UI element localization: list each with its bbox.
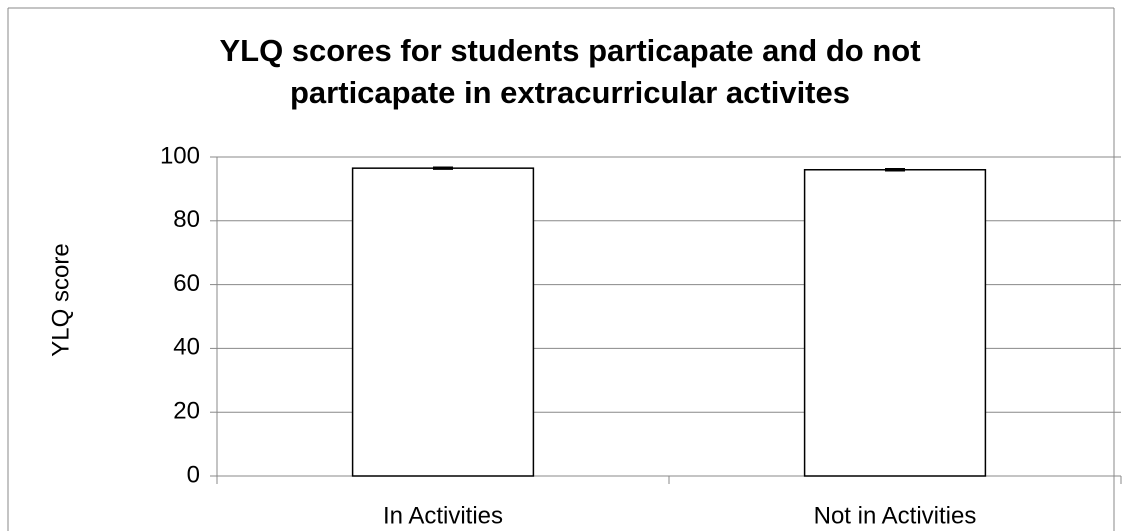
- y-tick-label: 0: [187, 461, 200, 488]
- x-tick-label: In Activities: [383, 502, 503, 529]
- y-tick-label: 60: [173, 270, 200, 297]
- bar: [351, 167, 535, 477]
- chart-title: YLQ scores for students particapate and …: [219, 33, 921, 110]
- y-tick-label: 80: [173, 206, 200, 233]
- y-tick-label: 40: [173, 334, 200, 361]
- y-axis-label: YLQ score: [47, 243, 74, 356]
- y-tick-label: 100: [160, 142, 200, 169]
- x-tick-label: Not in Activities: [814, 502, 977, 529]
- bar: [803, 169, 987, 477]
- y-tick-label: 20: [173, 398, 200, 425]
